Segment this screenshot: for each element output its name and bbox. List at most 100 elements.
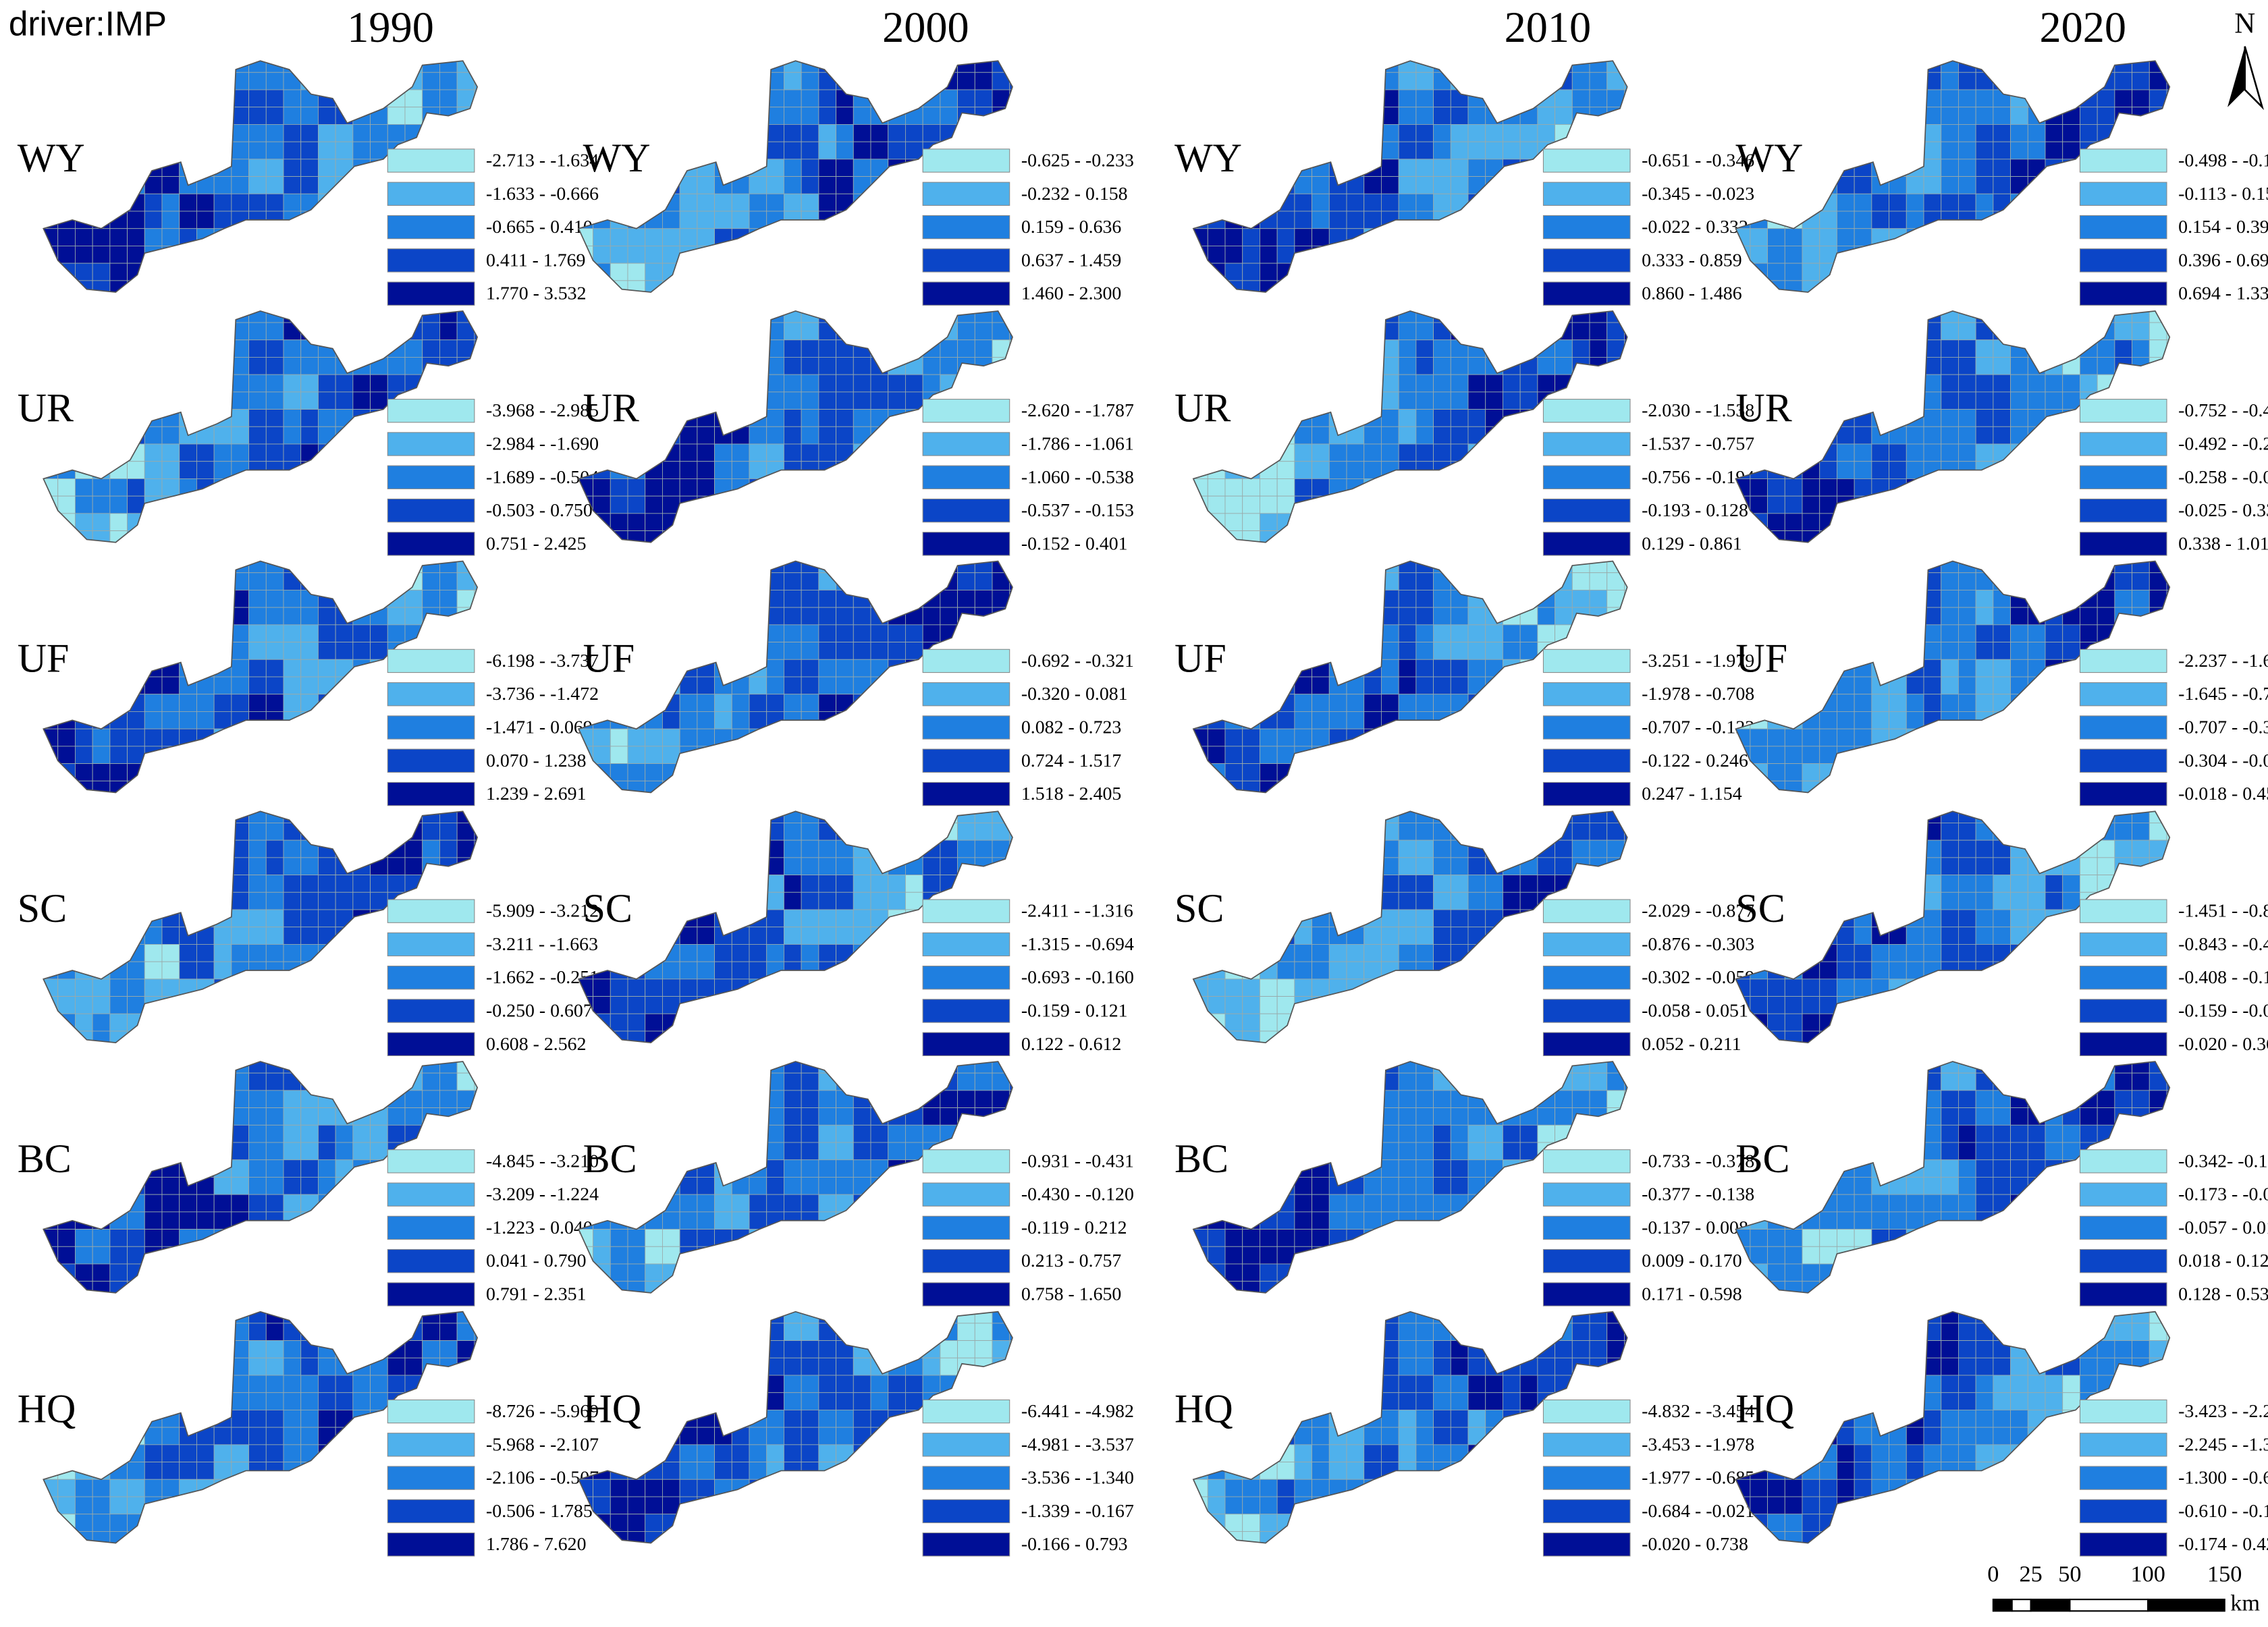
map-cell (335, 624, 354, 643)
map-cell (1571, 322, 1590, 341)
map-cell (1802, 310, 1820, 323)
map-cell (335, 193, 354, 212)
legend-swatch (1542, 781, 1631, 806)
map-cell (1242, 107, 1260, 125)
map-cell (43, 823, 59, 841)
map-cell (1819, 409, 1837, 427)
map-cell (283, 659, 302, 678)
map-cell (74, 561, 93, 574)
map-cell (610, 193, 628, 212)
map-cell (335, 811, 354, 823)
map-cell (1294, 728, 1312, 747)
map-cell (370, 246, 388, 264)
map-cell (1975, 659, 1994, 678)
map-cell (2062, 746, 2080, 764)
map-cell (1433, 746, 1451, 764)
legend-label: -0.304 - -0.019 (2178, 750, 2268, 771)
map-cell (1381, 263, 1399, 281)
map-cell (801, 72, 819, 90)
map-cell (1346, 280, 1365, 293)
map-cell (1784, 607, 1803, 626)
map-cell (1276, 426, 1295, 445)
map-cell (1450, 624, 1469, 643)
map-cell (2010, 676, 2028, 695)
map-cell (578, 339, 593, 358)
map-cell (2114, 572, 2132, 590)
map-cell (662, 624, 680, 643)
map-cell (144, 339, 163, 358)
map-cell (161, 310, 180, 323)
map-cell (1364, 607, 1382, 626)
map-cell (610, 357, 628, 375)
map-cell (2010, 530, 2028, 543)
region-outline (1192, 60, 1628, 293)
map-cell (439, 811, 458, 823)
map-cell (1242, 263, 1260, 281)
map-cell (1993, 391, 2011, 410)
map-cell (714, 107, 732, 125)
map-cell (1415, 228, 1434, 246)
map-cell (352, 944, 371, 962)
map-cell (2045, 263, 2063, 281)
map-cell (370, 728, 388, 747)
map-cell (2027, 495, 2046, 514)
map-cell (1364, 176, 1382, 194)
map-cell (370, 944, 388, 962)
map-cell (1224, 590, 1243, 608)
map-cell (335, 839, 354, 858)
map-cell (1993, 642, 2011, 660)
map-cell (1906, 228, 1924, 246)
map-cell (57, 280, 76, 293)
map-cell (1923, 72, 1942, 90)
map-cell (714, 72, 732, 90)
map-cell (853, 495, 871, 514)
map-cell (1364, 495, 1382, 514)
map-cell (1993, 495, 2011, 514)
map-cell (593, 780, 611, 793)
map-cell (300, 72, 319, 90)
map-cell (2045, 642, 2063, 660)
map-cell (714, 339, 732, 358)
map-cell (43, 839, 59, 858)
map-cell (422, 374, 440, 393)
map-cell (283, 875, 302, 893)
map-cell (231, 823, 249, 841)
map-cell (1224, 107, 1243, 125)
map-cell (1819, 624, 1837, 643)
map-cell (1750, 607, 1768, 626)
map-cell (2062, 310, 2080, 323)
map-cell (1328, 263, 1347, 281)
map-cell (213, 228, 232, 246)
map-cell (1328, 89, 1347, 108)
map-cell (1802, 263, 1820, 281)
map-cell (749, 642, 767, 660)
map-cell (179, 310, 197, 323)
map-cell (1312, 211, 1330, 229)
map-cell (610, 996, 628, 1014)
map-cell (645, 857, 663, 876)
map-cell (2166, 310, 2170, 323)
legend-swatch (922, 399, 1010, 423)
map-cell (335, 572, 354, 590)
map-cell (335, 159, 354, 177)
map-cell (2010, 780, 2028, 793)
map-cell (749, 107, 767, 125)
map-cell (1854, 310, 1872, 323)
map-cell (352, 607, 371, 626)
map-cell (1193, 339, 1208, 358)
map-cell (1837, 409, 1855, 427)
map-cell (1519, 711, 1538, 729)
map-cell (627, 193, 646, 212)
map-cell (1433, 443, 1451, 462)
map-cell (1433, 228, 1451, 246)
map-cell (2027, 572, 2046, 590)
map-cell (1260, 694, 1278, 712)
map-cell (1450, 478, 1469, 497)
map-cell (593, 590, 611, 608)
map-cell (2045, 124, 2063, 142)
map-cell (318, 1030, 336, 1043)
map-cell (265, 728, 284, 747)
map-cell (196, 875, 215, 893)
map-cell (352, 763, 371, 781)
map-cell (610, 572, 628, 590)
